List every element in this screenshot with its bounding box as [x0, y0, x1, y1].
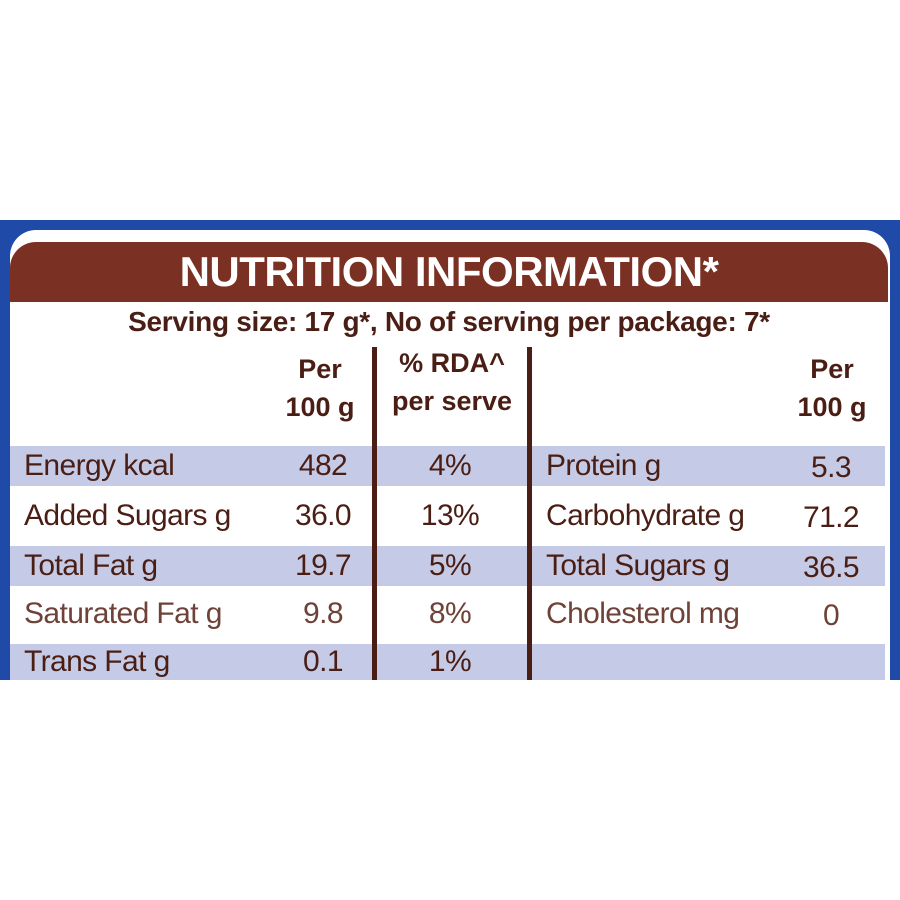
- nutrient-per100: 9.8: [303, 597, 344, 630]
- header-line: Per: [298, 354, 342, 384]
- nutrient-rda: 1%: [428, 645, 472, 678]
- nutrient-name: Cholesterol mg: [546, 597, 740, 630]
- nutrient-per100: 19.7: [295, 549, 352, 582]
- nutrient-per100: 36.5: [803, 551, 860, 584]
- header-per-100g: Per 100 g: [272, 350, 368, 426]
- nutrient-per100: 5.3: [811, 451, 852, 484]
- nutrient-name: Carbohydrate g: [546, 499, 745, 532]
- nutrient-rda: 5%: [428, 549, 472, 582]
- header-line: 100 g: [797, 392, 867, 422]
- nutrition-label-frame: NUTRITION INFORMATION* Serving size: 17 …: [0, 220, 900, 680]
- nutrition-label: NUTRITION INFORMATION* Serving size: 17 …: [10, 230, 890, 680]
- row-band: [10, 446, 885, 486]
- nutrient-name: Protein g: [546, 449, 661, 482]
- column-divider: [527, 347, 532, 680]
- nutrient-per100: 36.0: [295, 499, 352, 532]
- nutrient-rda: 8%: [428, 597, 472, 630]
- nutrient-name: Saturated Fat g: [24, 597, 222, 630]
- row-band: [10, 644, 885, 680]
- header-line: 100 g: [285, 392, 355, 422]
- nutrient-per100: 0: [822, 599, 840, 632]
- nutrient-name: Added Sugars g: [24, 499, 231, 532]
- nutrient-per100: 71.2: [803, 501, 860, 534]
- column-divider: [372, 347, 377, 680]
- nutrient-name: Energy kcal: [24, 449, 175, 482]
- header-right-per-100g: Per 100 g: [784, 350, 880, 426]
- nutrient-per100: 0.1: [303, 645, 344, 678]
- nutrient-rda: 13%: [420, 499, 480, 532]
- nutrient-name: Total Fat g: [24, 549, 158, 582]
- header-line: per serve: [391, 386, 513, 416]
- serving-info: Serving size: 17 g*, No of serving per p…: [128, 306, 770, 337]
- nutrient-name: Trans Fat g: [24, 645, 170, 678]
- header-line: % RDA^: [399, 348, 505, 378]
- header-line: Per: [810, 354, 854, 384]
- header-rda: % RDA^ per serve: [382, 344, 522, 420]
- label-title: NUTRITION INFORMATION*: [10, 242, 888, 302]
- row-band: [10, 546, 885, 586]
- nutrient-per100: 482: [298, 449, 348, 482]
- nutrient-rda: 4%: [428, 449, 472, 482]
- nutrient-name: Total Sugars g: [546, 549, 730, 582]
